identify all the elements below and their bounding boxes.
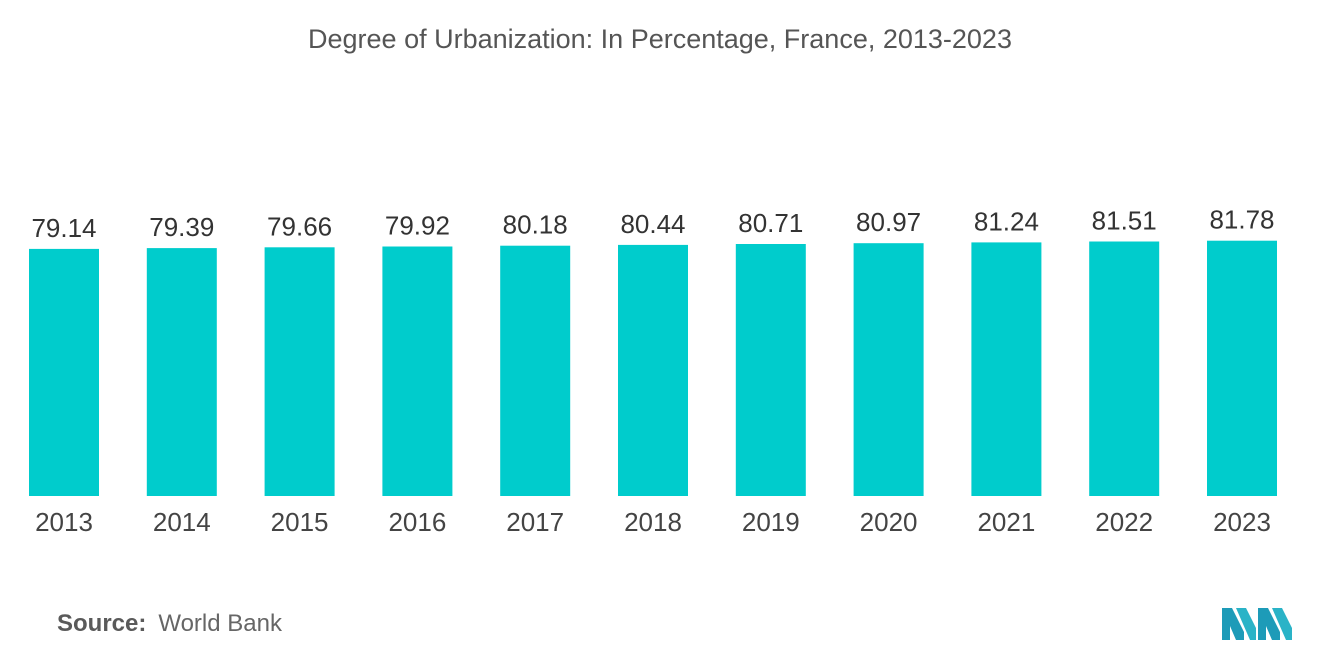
value-label-2022: 81.51 — [1092, 206, 1157, 236]
value-label-2019: 80.71 — [738, 208, 803, 238]
x-axis-tick-labels: 2013 2014 2015 2016 2017 2018 2019 2020 2021 2022… — [35, 507, 1271, 537]
x-tick-label-2022: 2022 — [1095, 507, 1153, 537]
x-tick-label-2017: 2017 — [506, 507, 564, 537]
bar-2017 — [500, 245, 571, 496]
source-label: Source: — [57, 610, 147, 637]
value-label-2021: 81.24 — [974, 206, 1039, 236]
bar-2022 — [1089, 241, 1160, 496]
value-label-2017: 80.18 — [503, 210, 568, 240]
value-label-2020: 80.97 — [856, 207, 921, 237]
chart-title: Degree of Urbanization: In Percentage, F… — [308, 24, 1012, 54]
x-tick-label-2013: 2013 — [35, 507, 93, 537]
x-tick-label-2020: 2020 — [860, 507, 918, 537]
bar-2013 — [29, 248, 99, 496]
value-label-2014: 79.39 — [149, 212, 214, 242]
source-value: World Bank — [158, 610, 282, 637]
bar-chart: 79.14 79.39 79.66 79.92 80.18 80.44 80.71 80.97… — [29, 205, 1277, 537]
mordor-intelligence-logo-icon — [1222, 608, 1292, 640]
x-tick-label-2021: 2021 — [977, 507, 1035, 537]
value-label-2016: 79.92 — [385, 211, 450, 241]
x-tick-label-2023: 2023 — [1213, 507, 1271, 537]
x-tick-label-2019: 2019 — [742, 507, 800, 537]
bar-2023 — [1207, 240, 1277, 496]
bar-2014 — [146, 248, 217, 496]
bar-2019 — [735, 244, 806, 496]
value-label-2015: 79.66 — [267, 211, 332, 241]
bar-2021 — [971, 242, 1042, 496]
bar-2020 — [853, 243, 924, 496]
x-tick-label-2018: 2018 — [624, 507, 682, 537]
value-label-2018: 80.44 — [620, 209, 685, 239]
value-labels-group: 79.14 79.39 79.66 79.92 80.18 80.44 80.71 80.97… — [31, 205, 1274, 243]
source-note: Source: World Bank — [57, 610, 282, 638]
bar-2016 — [382, 246, 453, 496]
x-tick-label-2014: 2014 — [153, 507, 211, 537]
bar-2018 — [618, 244, 688, 496]
bars-group — [29, 240, 1277, 496]
value-label-2013: 79.14 — [31, 213, 96, 243]
value-label-2023: 81.78 — [1209, 205, 1274, 235]
x-tick-label-2016: 2016 — [388, 507, 446, 537]
bar-2015 — [264, 247, 335, 496]
x-tick-label-2015: 2015 — [271, 507, 329, 537]
